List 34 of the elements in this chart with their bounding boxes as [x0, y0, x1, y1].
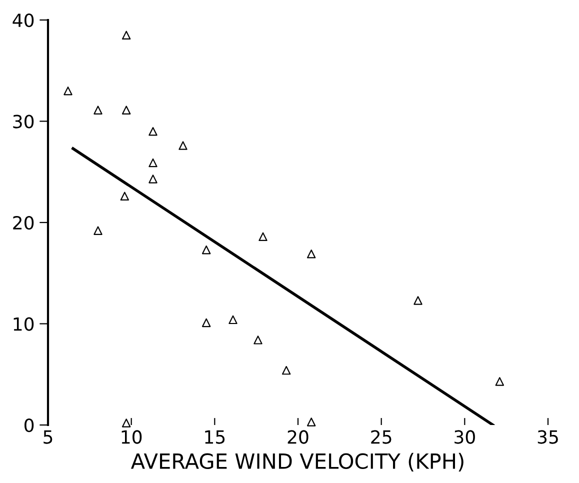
x-tick-label: 10 [122, 430, 142, 444]
point [122, 418, 131, 428]
point [64, 86, 72, 96]
point [228, 315, 238, 324]
y-tick-label: 40 [12, 13, 34, 28]
point [178, 141, 188, 150]
x-tick-label: 5 [44, 430, 52, 444]
y-tick-label: 20 [13, 216, 34, 230]
point [306, 250, 316, 258]
x-tick-label: 25 [371, 430, 392, 444]
point [94, 226, 102, 235]
point [258, 232, 268, 242]
y-tick-label: 0 [24, 418, 34, 432]
x-tick-label: 30 [454, 430, 475, 444]
point [202, 318, 211, 328]
point [202, 245, 211, 254]
point [148, 158, 158, 168]
point [148, 127, 158, 136]
point [148, 174, 158, 184]
point [414, 296, 422, 305]
x-tick-label: 20 [288, 430, 308, 444]
y-tick-label: 10 [14, 317, 34, 331]
x-axis-title: AVERAGE WIND VELOCITY (KPH) [130, 452, 464, 472]
x-tick-label: 15 [205, 430, 225, 444]
point [120, 192, 130, 201]
x-tick-label: 35 [538, 430, 558, 444]
point [122, 106, 131, 114]
point [122, 30, 131, 40]
point [306, 418, 316, 426]
point [94, 106, 102, 114]
point [495, 377, 504, 386]
y-tick-label: 30 [13, 114, 34, 128]
point [254, 336, 262, 344]
point [282, 366, 291, 375]
